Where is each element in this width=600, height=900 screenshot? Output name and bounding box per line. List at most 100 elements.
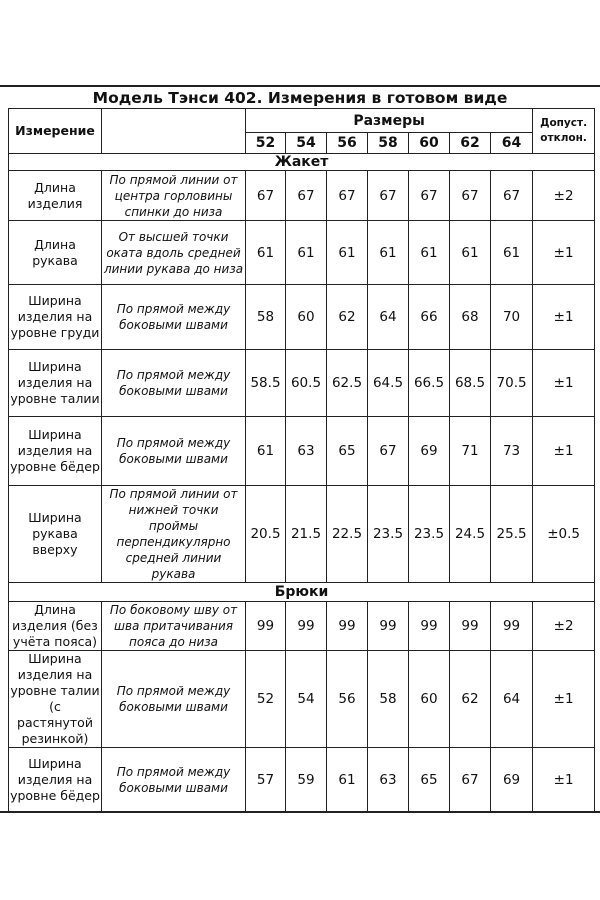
size-value: 61: [326, 747, 368, 812]
size-value: 67: [449, 747, 491, 812]
size-value: 66.5: [408, 349, 450, 417]
size-value: 52: [245, 650, 286, 748]
size-value: 65: [408, 747, 450, 812]
top-rule: [0, 85, 600, 87]
size-value: 61: [449, 220, 491, 285]
measurement-description: По прямой линии от нижней точки проймы п…: [101, 485, 246, 583]
size-value: 69: [408, 416, 450, 486]
size-value: 62: [326, 284, 368, 350]
section-row: Брюки: [7, 582, 596, 602]
tolerance-value: ±2: [532, 601, 596, 651]
size-value: 61: [285, 220, 327, 285]
measurement-name: Ширина рукава вверху: [8, 485, 102, 583]
size-value: 64.5: [367, 349, 409, 417]
size-value: 62: [449, 650, 491, 748]
measurement-name: Длина изделия (без учёта пояса): [8, 601, 102, 651]
size-header: 54: [285, 132, 327, 154]
size-value: 99: [408, 601, 450, 651]
size-value: 61: [245, 416, 286, 486]
section-row: Жакет: [7, 153, 596, 171]
size-value: 73: [489, 416, 534, 486]
table-row: Ширина изделия на уровне груди По прямой …: [8, 284, 596, 350]
section-title: Брюки: [7, 582, 596, 602]
header-sizes: Размеры: [244, 108, 534, 133]
size-value: 25.5: [489, 485, 534, 583]
header-tolerance: Допуст. отклон.: [532, 108, 596, 154]
size-value: 67: [367, 416, 409, 486]
header-measurement: Измерение: [8, 108, 102, 154]
size-value: 99: [449, 601, 491, 651]
size-value: 61: [245, 220, 286, 285]
size-value: 64: [367, 284, 409, 350]
size-value: 99: [245, 601, 286, 651]
measurement-description: По прямой между боковыми швами: [101, 747, 246, 812]
tolerance-value: ±0.5: [532, 485, 596, 583]
size-value: 60: [285, 284, 327, 350]
size-value: 66: [408, 284, 450, 350]
size-value: 67: [489, 170, 534, 221]
table-row: Ширина изделия на уровне талии (с растян…: [8, 650, 596, 748]
measurement-name: Ширина изделия на уровне груди: [8, 284, 102, 350]
size-header: 64: [489, 132, 534, 154]
size-value: 59: [285, 747, 327, 812]
page-title: Модель Тэнси 402. Измерения в готовом ви…: [92, 89, 508, 107]
table-row: Ширина изделия на уровне талии По прямой …: [8, 349, 596, 417]
size-value: 65: [326, 416, 368, 486]
measurement-description: По боковому шву от шва притачивания пояс…: [101, 601, 246, 651]
measurement-name: Ширина изделия на уровне бёдер: [8, 747, 102, 812]
size-value: 20.5: [245, 485, 286, 583]
tolerance-value: ±1: [532, 650, 596, 748]
header-description: [101, 108, 246, 154]
table-row: Длина изделия (без учёта пояса) По боково…: [8, 601, 596, 651]
size-value: 58: [367, 650, 409, 748]
size-value: 61: [408, 220, 450, 285]
tolerance-value: ±1: [532, 284, 596, 350]
size-header: 52: [245, 132, 286, 154]
size-value: 68: [449, 284, 491, 350]
size-value: 67: [245, 170, 286, 221]
size-value: 23.5: [408, 485, 450, 583]
measurement-name: Длина рукава: [8, 220, 102, 285]
measurement-name: Ширина изделия на уровне бёдер: [8, 416, 102, 486]
size-value: 57: [245, 747, 286, 812]
size-value: 61: [326, 220, 368, 285]
bottom-rule: [0, 811, 600, 813]
size-value: 99: [326, 601, 368, 651]
size-value: 21.5: [285, 485, 327, 583]
size-value: 70: [489, 284, 534, 350]
size-value: 70.5: [489, 349, 534, 417]
size-value: 67: [285, 170, 327, 221]
measurement-name: Ширина изделия на уровне талии (с растян…: [8, 650, 102, 748]
tolerance-value: ±1: [532, 747, 596, 812]
size-value: 67: [449, 170, 491, 221]
measurement-description: По прямой линии от центра горловины спин…: [101, 170, 246, 221]
size-value: 22.5: [326, 485, 368, 583]
size-value: 54: [285, 650, 327, 748]
size-value: 68.5: [449, 349, 491, 417]
size-value: 71: [449, 416, 491, 486]
table-row: Длина рукава От высшей точки оката вдоль …: [8, 220, 596, 285]
size-value: 61: [489, 220, 534, 285]
tolerance-value: ±1: [532, 220, 596, 285]
size-value: 60: [408, 650, 450, 748]
section-title: Жакет: [7, 153, 596, 171]
size-header: 56: [326, 132, 368, 154]
size-value: 62.5: [326, 349, 368, 417]
table-row: Ширина рукава вверху По прямой линии от н…: [8, 485, 596, 583]
measurement-name: Ширина изделия на уровне талии: [8, 349, 102, 417]
size-value: 67: [408, 170, 450, 221]
size-value: 64: [489, 650, 534, 748]
size-value: 24.5: [449, 485, 491, 583]
table-row: Ширина изделия на уровне бёдер По прямой …: [8, 747, 596, 812]
size-value: 63: [367, 747, 409, 812]
size-value: 99: [367, 601, 409, 651]
size-value: 58: [245, 284, 286, 350]
size-value: 99: [489, 601, 534, 651]
measurements-table: Измерение Размеры Допуст. отклон. 52 54 56…: [7, 108, 596, 812]
size-value: 63: [285, 416, 327, 486]
size-value: 67: [326, 170, 368, 221]
measurement-name: Длина изделия: [8, 170, 102, 221]
size-value: 67: [367, 170, 409, 221]
size-value: 61: [367, 220, 409, 285]
size-value: 58.5: [245, 349, 286, 417]
